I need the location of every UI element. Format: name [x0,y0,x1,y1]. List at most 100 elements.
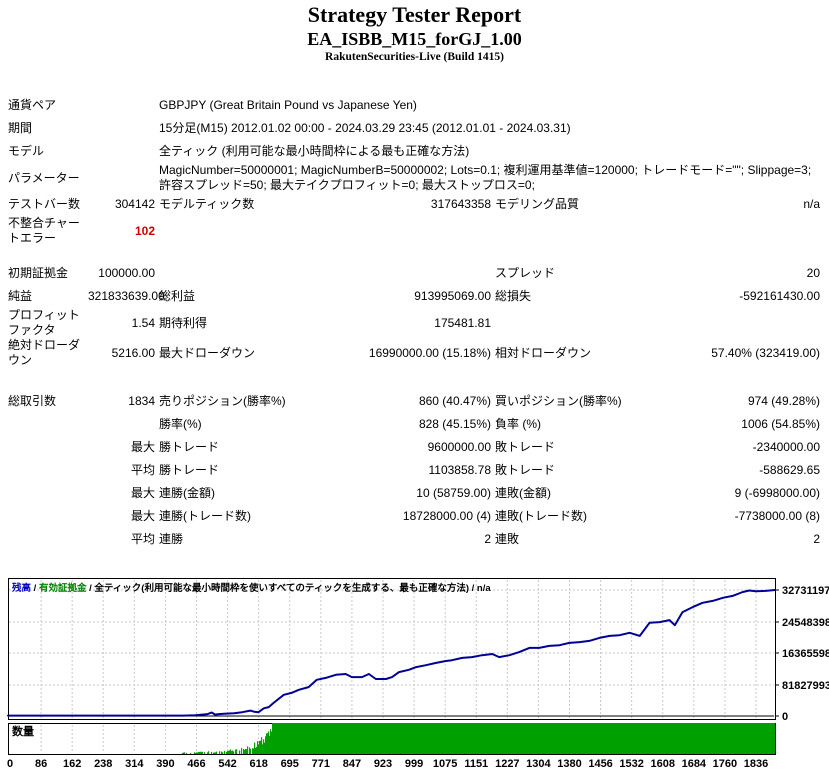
volume-bar [522,723,524,754]
volume-bar [603,723,605,754]
volume-bar [640,723,642,754]
volume-bar [727,723,729,754]
volume-bar [327,723,329,754]
stat-label: 勝トレード [159,463,220,477]
volume-bar [262,744,264,754]
x-axis-tick-label: 1304 [526,758,551,770]
volume-bar [277,723,279,754]
volume-bar [593,723,595,754]
volume-bar [401,723,403,754]
volume-bar [373,723,375,754]
stat-value: 20 [806,266,820,280]
stat-value: 913995069.00 [414,289,491,303]
volume-bar [418,723,420,754]
stat-value: 最大 [130,486,155,500]
stat-value: 317643358 [430,197,491,211]
volume-bar [243,748,245,754]
volume-bar [480,723,482,754]
volume-bar [563,723,565,754]
volume-bar [398,723,400,754]
volume-bar [469,723,471,754]
stat-label: 期待利得 [159,315,208,330]
volume-bar [428,723,430,754]
stat-label: スプレッド [495,266,556,280]
volume-bar [697,723,699,754]
x-axis-tick-label: 466 [187,758,205,770]
volume-bar [313,723,315,754]
volume-bar [609,723,611,754]
volume-bar [272,723,274,754]
volume-bar [663,723,665,754]
volume-bar [768,723,770,754]
volume-bar [758,723,760,754]
volume-bar [710,723,712,754]
volume-bar [514,723,516,754]
stat-value: 最大 [130,509,155,523]
volume-bar [290,723,292,754]
volume-bar [642,723,644,754]
x-axis-tick-label: 618 [249,758,267,770]
chart-legend: 残高 / 有効証拠金 / 全ティック(利用可能な最小時間枠を使いすべてのティック… [12,580,491,594]
stat-row: テストバー数 304142 モデルティック数 317643358 モデリング品質 n/a [8,193,820,216]
ea-name-subtitle: EA_ISBB_M15_forGJ_1.00 [307,29,522,49]
volume-bar [397,723,399,754]
x-axis-tick-label: 1608 [651,758,675,770]
volume-bar [479,723,481,754]
volume-bar [736,723,738,754]
volume-bar [300,723,302,754]
volume-bar [433,723,435,754]
volume-bar [554,723,556,754]
volume-bar [199,751,201,754]
volume-bar [245,749,247,754]
volume-bar [186,752,188,754]
volume-bar [592,723,594,754]
volume-bar [660,723,662,754]
volume-bar [451,723,453,754]
stat-value: -2340000.00 [752,440,820,454]
volume-bar [613,723,615,754]
volume-bar [612,723,614,754]
stat-label: モデリング品質 [495,197,580,211]
stat-value: 10 (58759.00) [416,486,491,500]
volume-bar [637,723,639,754]
y-axis-tick-label: 81827993 [782,680,829,692]
volume-bar [545,723,547,754]
volume-bar [228,750,230,754]
volume-bar [645,723,647,754]
volume-bar [276,723,278,754]
y-axis-tick-label: 24548398 [782,617,829,629]
volume-bar [441,723,443,754]
volume-bar [429,723,431,754]
volume-bar [379,723,381,754]
volume-bar [426,723,428,754]
volume-bar [648,723,650,754]
volume-bar [707,723,709,754]
x-axis-tick-label: 542 [218,758,236,770]
volume-bar [295,723,297,754]
stat-row: 最大 連勝(トレード数) 18728000.00 (4) 連敗(トレード数) -7738… [8,505,820,528]
volume-bar [511,723,513,754]
volume-bar [279,723,281,754]
volume-bar [731,723,733,754]
volume-bar [252,748,254,754]
volume-bar [701,723,703,754]
volume-bar [682,723,684,754]
volume-bar [244,750,246,754]
volume-bar [296,723,298,754]
volume-bar [678,723,680,754]
volume-bar [261,737,263,754]
stat-value: 9 (-6998000.00) [734,486,820,500]
stat-label: 不整合チャートエラー [8,216,80,245]
volume-bar [594,723,596,754]
volume-bar [584,723,586,754]
volume-bar [184,752,186,754]
volume-bar [483,723,485,754]
volume-bar [498,723,500,754]
x-axis-tick-label: 999 [405,758,423,770]
volume-bar [316,723,318,754]
volume-bar [703,723,705,754]
volume-bar [733,723,735,754]
volume-bar [739,723,741,754]
stat-label: 連敗(金額) [495,486,551,500]
stat-value: 321833639.00 [88,289,165,303]
